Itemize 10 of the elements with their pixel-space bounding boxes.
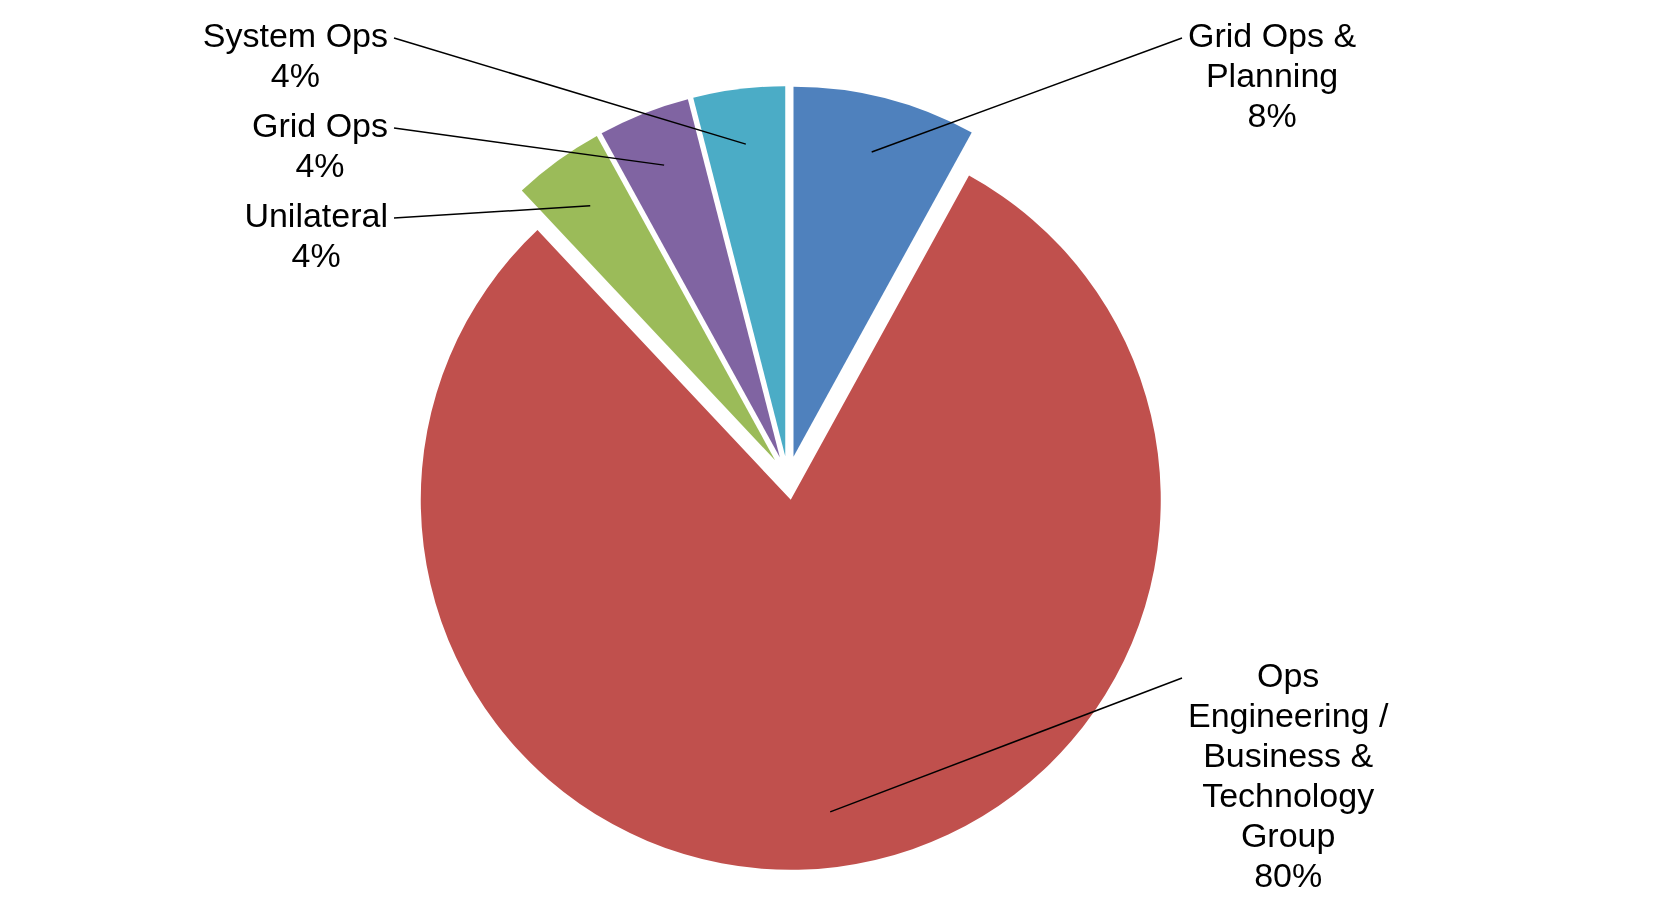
data-label: 8% [1247, 95, 1297, 134]
slice-label: System Ops [202, 15, 389, 54]
data-label: 4% [270, 55, 320, 94]
slice-label: Unilateral [244, 195, 388, 234]
data-label: 4% [291, 235, 341, 274]
slice-label: Grid Ops & Planning [1187, 15, 1357, 94]
data-label: 4% [295, 145, 345, 184]
data-label: 80% [1254, 855, 1323, 894]
slice-label: Grid Ops [251, 105, 389, 144]
slice-label: Ops Engineering / Business & Technology Group [1187, 655, 1389, 854]
